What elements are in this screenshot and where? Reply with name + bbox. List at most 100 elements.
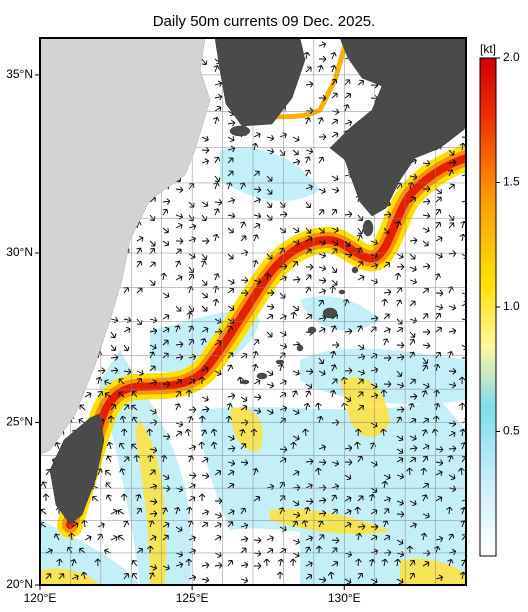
current-arrow (110, 535, 118, 542)
current-arrow (383, 534, 391, 541)
current-arrow (330, 65, 337, 73)
current-arrow (396, 299, 403, 307)
current-arrow (213, 65, 220, 73)
current-arrow (302, 428, 309, 437)
current-arrow (318, 41, 327, 48)
current-arrow (305, 546, 311, 554)
current-arrow (279, 547, 287, 554)
current-arrow (292, 305, 300, 312)
current-arrow (304, 117, 311, 125)
current-arrow (370, 352, 378, 359)
current-arrow (409, 434, 417, 441)
current-arrow (201, 429, 207, 437)
current-arrow (303, 51, 311, 60)
current-arrow (201, 158, 210, 165)
current-arrow (251, 142, 259, 151)
current-arrow (131, 443, 138, 450)
current-arrow (149, 446, 158, 454)
current-arrow (383, 227, 390, 234)
current-arrow (42, 493, 50, 502)
current-arrow (97, 390, 104, 398)
current-arrow (292, 239, 300, 246)
current-arrow (315, 467, 322, 476)
current-arrow (214, 199, 223, 206)
current-arrow (201, 576, 210, 584)
current-arrow (409, 331, 416, 338)
current-arrow (227, 482, 235, 489)
current-arrow (381, 558, 389, 567)
current-arrow (380, 428, 387, 437)
current-arrow (331, 78, 338, 86)
current-arrow (253, 562, 262, 570)
current-arrow (344, 92, 352, 99)
current-arrow (327, 571, 335, 580)
current-arrow (357, 79, 364, 86)
current-arrow (123, 520, 129, 528)
current-arrow (331, 560, 339, 567)
current-arrow (383, 380, 392, 388)
current-arrow (357, 391, 364, 398)
current-arrow (330, 364, 337, 372)
current-arrow (279, 292, 286, 299)
current-arrow (396, 370, 403, 377)
current-arrow (422, 342, 431, 349)
current-arrow (331, 547, 338, 554)
current-arrow (357, 325, 363, 333)
current-arrow (317, 65, 324, 73)
current-arrow (188, 378, 196, 385)
current-arrow (396, 456, 404, 463)
current-arrow (329, 389, 337, 398)
current-arrow (357, 404, 364, 411)
current-arrow (227, 459, 236, 467)
current-arrow (331, 92, 338, 99)
current-arrow (330, 325, 337, 333)
current-arrow (227, 157, 234, 164)
current-arrow (356, 234, 363, 242)
current-arrow (435, 196, 442, 203)
current-arrow (253, 394, 262, 401)
map-frame (39, 37, 467, 586)
current-arrow (136, 377, 143, 385)
current-arrow (422, 382, 430, 389)
current-arrow (318, 534, 325, 541)
current-arrow (318, 576, 327, 584)
current-arrow (162, 313, 170, 320)
current-arrow (409, 560, 416, 567)
current-arrow (435, 304, 444, 311)
current-arrow (422, 313, 429, 320)
current-arrow (201, 135, 209, 142)
current-arrow (266, 370, 274, 377)
lat-tick-label: 30°N (6, 245, 33, 259)
current-arrow (434, 402, 441, 411)
current-arrow (305, 66, 312, 73)
current-arrow (149, 365, 156, 372)
current-arrow (123, 368, 132, 375)
current-arrow (305, 227, 312, 234)
current-arrow (162, 534, 169, 541)
current-arrow (175, 237, 184, 245)
current-arrow (188, 183, 195, 190)
current-arrow (162, 208, 169, 216)
current-arrow (212, 298, 220, 307)
current-arrow (458, 467, 465, 476)
current-arrow (396, 341, 405, 349)
current-arrow (266, 253, 273, 260)
current-arrow (227, 325, 233, 333)
current-arrow (227, 445, 236, 452)
current-arrow (250, 428, 258, 437)
current-arrow (175, 305, 182, 312)
current-arrow (214, 105, 222, 112)
current-arrow (227, 521, 234, 528)
current-arrow (120, 493, 128, 502)
current-arrow (131, 404, 138, 411)
current-arrow (318, 459, 327, 466)
current-arrow (200, 338, 207, 346)
current-arrow (383, 289, 392, 296)
current-arrow (331, 378, 338, 385)
current-arrow (409, 253, 416, 260)
current-arrow (104, 391, 112, 398)
current-arrow (266, 175, 273, 182)
current-arrow (253, 222, 261, 229)
current-arrow (370, 314, 379, 322)
